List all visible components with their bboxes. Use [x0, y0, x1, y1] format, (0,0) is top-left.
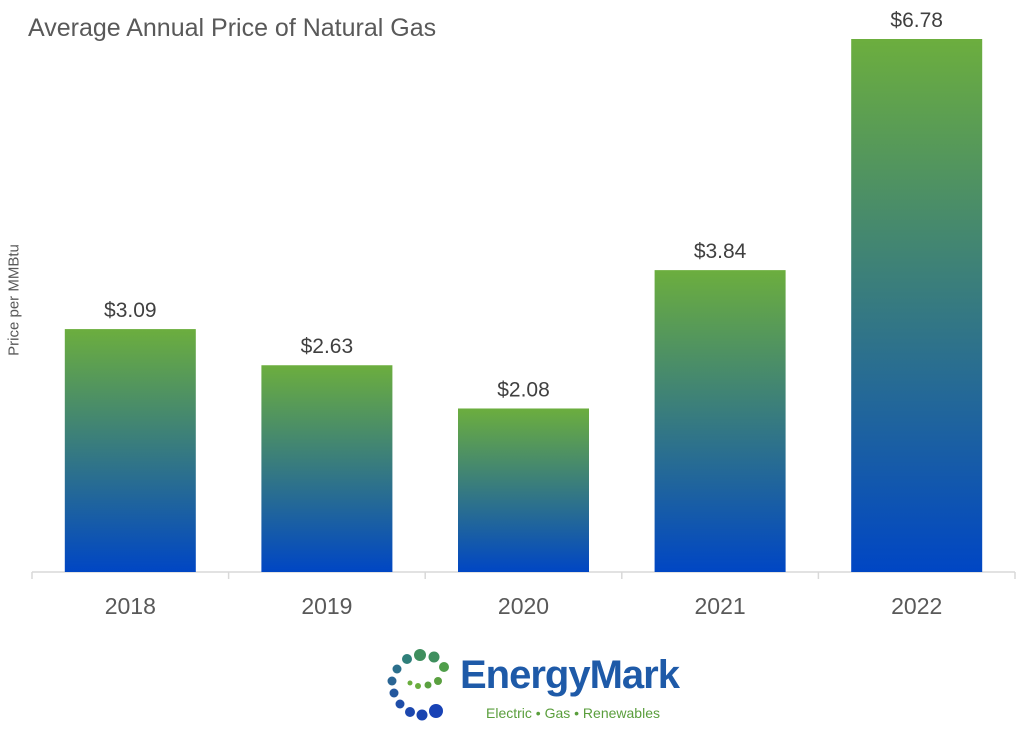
data-label: $2.63 [301, 335, 354, 358]
logo-dot [415, 683, 421, 689]
bar-2022 [851, 39, 983, 572]
x-tick-label: 2020 [498, 593, 549, 619]
logo-dot [434, 677, 442, 685]
bar-2020 [458, 408, 589, 572]
bar-2018 [64, 329, 196, 572]
bar-chart: $3.09 2018 $2.63 2019 $2.08 2020 $3.84 2021 $6.7… [31, 9, 1016, 619]
bar-2021 [654, 270, 786, 572]
logo-dot [402, 654, 412, 664]
logo-name: EnergyMark [460, 653, 680, 697]
logo-dot [407, 680, 413, 686]
x-tick-label: 2019 [301, 593, 352, 619]
x-tick-label: 2021 [695, 593, 746, 619]
logo-dot [395, 699, 405, 709]
data-label: $2.08 [497, 378, 550, 401]
x-tick-label: 2022 [891, 593, 942, 619]
energymark-logo: EnergyMark Electric • Gas • Renewables [380, 645, 710, 725]
data-label: $3.09 [104, 299, 157, 322]
logo-dot [429, 704, 443, 718]
logo-dot [392, 664, 402, 674]
logo-tagline: Electric • Gas • Renewables [486, 705, 660, 721]
bar-2019 [261, 365, 393, 572]
logo-dot [414, 649, 426, 661]
data-label: $6.78 [890, 9, 943, 32]
chart-title: Average Annual Price of Natural Gas [28, 14, 437, 42]
logo-dot [387, 676, 397, 686]
logo-dot [439, 662, 449, 672]
logo-dot [389, 688, 399, 698]
data-label: $3.84 [694, 240, 747, 263]
logo-dot [428, 651, 440, 663]
logo-dot [405, 707, 415, 717]
x-tick-label: 2018 [105, 593, 156, 619]
logo-dot [424, 681, 432, 689]
logo-dots-icon [387, 649, 449, 721]
logo-dot [416, 709, 428, 721]
